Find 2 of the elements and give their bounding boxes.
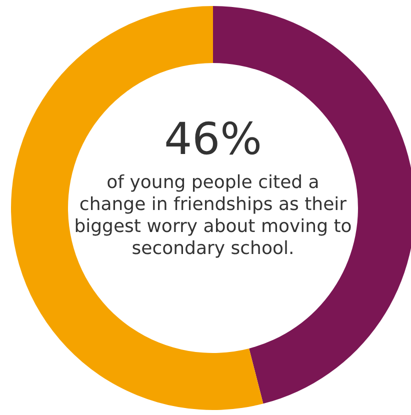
text: of young people cited a change in friendships as their biggest worry about moving to secondary school.: [73, 172, 353, 260]
data-label: 46%: [163, 113, 263, 167]
